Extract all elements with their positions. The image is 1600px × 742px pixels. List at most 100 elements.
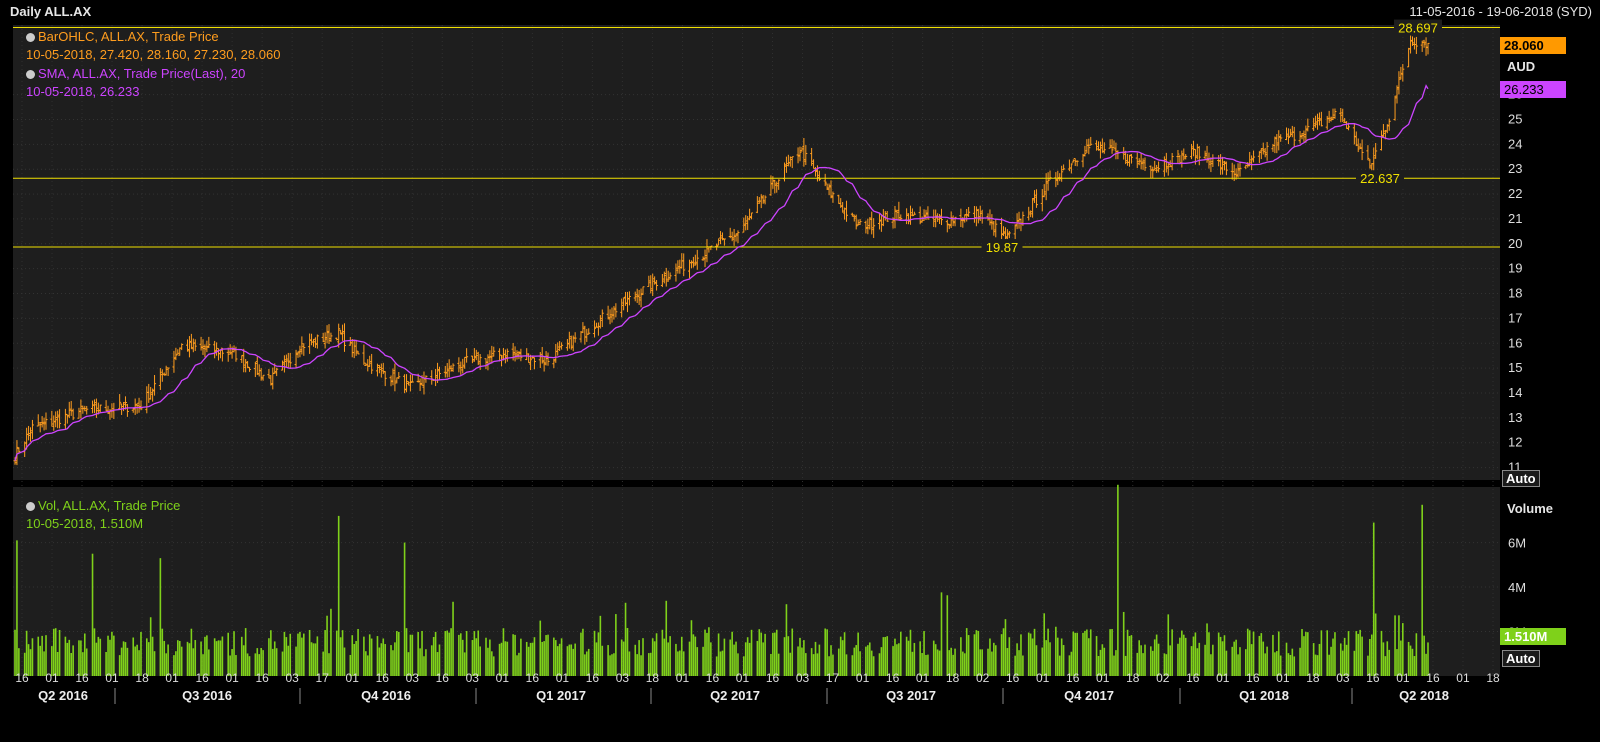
volume-bar	[384, 644, 387, 676]
ohlc-bar	[391, 368, 395, 386]
ohlc-bar	[689, 260, 693, 269]
volume-bar	[458, 634, 460, 676]
volume-bar	[907, 640, 910, 676]
volume-bar	[1056, 637, 1059, 676]
volume-auto-scale-button[interactable]: Auto	[1502, 650, 1540, 667]
volume-bar	[962, 651, 964, 676]
ohlc-bar	[280, 360, 284, 371]
volume-bar	[965, 628, 968, 676]
day-tick-label: 16	[1366, 671, 1380, 685]
volume-bar	[880, 647, 883, 676]
price-tick-label: 20	[1508, 236, 1522, 251]
volume-bar	[843, 632, 846, 676]
volume-bar	[138, 650, 140, 676]
volume-bar	[178, 640, 181, 676]
ohlc-bar	[220, 347, 224, 362]
ohlc-bar	[1426, 42, 1430, 55]
volume-bar	[620, 639, 623, 676]
volume-bar	[1289, 654, 1292, 676]
legend-toggle-icon[interactable]	[26, 33, 35, 42]
ohlc-bar	[918, 206, 922, 225]
volume-bar	[1165, 654, 1168, 676]
volume-legend[interactable]: Vol, ALL.AX, Trade Price 10-05-2018, 1.5…	[26, 497, 180, 533]
day-tick-label: 01	[45, 671, 59, 685]
volume-bar	[677, 651, 679, 676]
volume-bar	[421, 630, 423, 676]
volume-bar	[1407, 641, 1410, 676]
sma-legend[interactable]: SMA, ALL.AX, Trade Price(Last), 20 10-05…	[26, 65, 245, 101]
volume-bar	[952, 654, 954, 676]
volume-bar	[1380, 630, 1383, 676]
ohlc-bar	[362, 344, 366, 365]
volume-bar	[229, 655, 231, 676]
volume-bar	[188, 643, 191, 676]
ohlc-bar	[410, 374, 414, 383]
volume-bar	[444, 631, 447, 676]
volume-bar	[892, 646, 894, 676]
ohlc-bar	[1149, 165, 1153, 179]
volume-bar	[762, 642, 764, 676]
volume-bar	[642, 638, 644, 676]
ohlc-bar	[58, 409, 62, 429]
volume-bar	[868, 642, 871, 676]
volume-bar	[314, 643, 317, 676]
volume-bar	[82, 652, 84, 676]
volume-bar	[283, 631, 286, 676]
ohlc-bar	[476, 351, 480, 366]
quarter-label: Q2 2016	[38, 688, 88, 703]
volume-bar	[1084, 630, 1086, 676]
legend-toggle-icon[interactable]	[26, 70, 35, 79]
volume-bar	[531, 642, 534, 676]
ohlc-legend[interactable]: BarOHLC, ALL.AX, Trade Price 10-05-2018,…	[26, 28, 280, 64]
ohlc-bar	[1314, 115, 1318, 128]
ohlc-bar	[1075, 160, 1079, 167]
volume-bar	[1130, 635, 1133, 676]
volume-bar	[777, 653, 780, 676]
price-panel[interactable]	[13, 25, 1500, 480]
day-tick-label: 16	[436, 671, 450, 685]
ohlc-bar	[282, 355, 286, 373]
volume-bar	[425, 649, 427, 676]
ohlc-bar	[269, 375, 273, 386]
volume-bar	[1285, 642, 1288, 676]
ohlc-bar	[1095, 140, 1099, 151]
day-tick-label: 01	[1216, 671, 1230, 685]
volume-bar	[1223, 635, 1226, 676]
ohlc-bar	[176, 349, 180, 355]
day-tick-label: 17	[826, 671, 840, 685]
volume-bar	[977, 630, 980, 676]
volume-bar	[70, 653, 73, 676]
volume-bar	[812, 654, 815, 676]
volume-bar	[1155, 634, 1158, 676]
price-auto-scale-button[interactable]: Auto	[1502, 470, 1540, 487]
volume-bar	[409, 634, 412, 676]
ohlc-bar	[662, 271, 666, 284]
ohlc-bar	[893, 205, 897, 229]
ohlc-bar	[1286, 128, 1290, 145]
volume-panel[interactable]	[13, 487, 1500, 676]
day-tick-label: 01	[225, 671, 239, 685]
ohlc-bar	[1182, 148, 1186, 161]
volume-bar	[1020, 634, 1022, 676]
ohlc-bar	[1203, 150, 1207, 160]
ohlc-bar	[1279, 134, 1283, 142]
ohlc-bar	[1393, 95, 1397, 121]
volume-bar	[1326, 630, 1329, 676]
volume-bar	[1109, 629, 1111, 676]
volume-bar	[1339, 643, 1342, 676]
legend-toggle-icon[interactable]	[26, 502, 35, 511]
ohlc-bar	[932, 209, 936, 228]
volume-bar	[27, 644, 30, 676]
volume-bar	[527, 646, 530, 676]
ohlc-bar	[1319, 111, 1323, 127]
volume-bar	[1035, 645, 1038, 676]
volume-bar	[994, 645, 997, 676]
day-tick-label: 01	[1276, 671, 1290, 685]
volume-bar	[394, 642, 396, 676]
volume-bar	[39, 645, 41, 676]
ohlc-bar	[370, 353, 374, 374]
day-tick-label: 01	[105, 671, 119, 685]
volume-bar	[547, 634, 549, 676]
ohlc-bar	[947, 223, 951, 230]
